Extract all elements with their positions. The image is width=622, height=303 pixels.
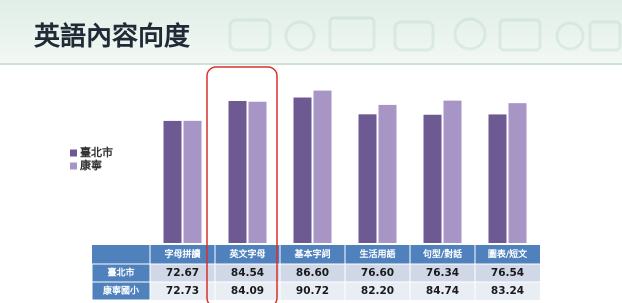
table-cell: 76.34 xyxy=(426,267,459,279)
table-cell: 83.24 xyxy=(491,285,524,297)
bar xyxy=(314,91,332,243)
table-cell: 82.20 xyxy=(361,285,394,297)
chart-title: 英語內容向度 xyxy=(34,21,190,52)
table-cell: 76.54 xyxy=(491,267,524,279)
table-header-cell: 基本字詞 xyxy=(293,248,330,260)
table-header-cell: 圖表/短文 xyxy=(488,248,528,260)
bar xyxy=(489,114,507,243)
table-cell: 84.09 xyxy=(231,285,264,297)
table-header-cell: 英文字母 xyxy=(228,248,265,260)
table-header-cell: 句型/對話 xyxy=(423,248,462,260)
table-cell: 84.54 xyxy=(231,267,264,279)
table-cell: 72.73 xyxy=(166,285,199,297)
bar xyxy=(359,114,377,243)
legend-label: 康寧 xyxy=(80,158,102,172)
bar xyxy=(379,105,397,243)
bar xyxy=(444,101,462,243)
bar xyxy=(424,115,442,243)
legend-label: 臺北市 xyxy=(80,145,113,159)
legend-swatch xyxy=(70,163,77,170)
bar xyxy=(184,121,202,243)
bar xyxy=(509,103,527,243)
legend-swatch xyxy=(70,150,77,157)
table-header-cell: 生活用語 xyxy=(359,248,395,260)
table-cell: 84.74 xyxy=(426,285,459,297)
table-cell: 76.60 xyxy=(361,267,394,279)
bar xyxy=(294,98,312,243)
table-row-label: 康寧國小 xyxy=(103,285,139,297)
table-cell: 72.67 xyxy=(166,267,199,279)
slide: 英語內容向度 臺北市康寧字母拼讀英文字母基本字詞生活用語句型/對話圖表/短文臺北… xyxy=(0,0,622,303)
bar xyxy=(229,101,247,243)
table-row-label: 臺北市 xyxy=(107,267,134,279)
table-cell: 90.72 xyxy=(296,285,329,297)
table-cell: 86.60 xyxy=(296,267,329,279)
bar xyxy=(164,121,182,243)
bar xyxy=(249,102,267,243)
table-header-cell: 字母拼讀 xyxy=(164,248,201,260)
